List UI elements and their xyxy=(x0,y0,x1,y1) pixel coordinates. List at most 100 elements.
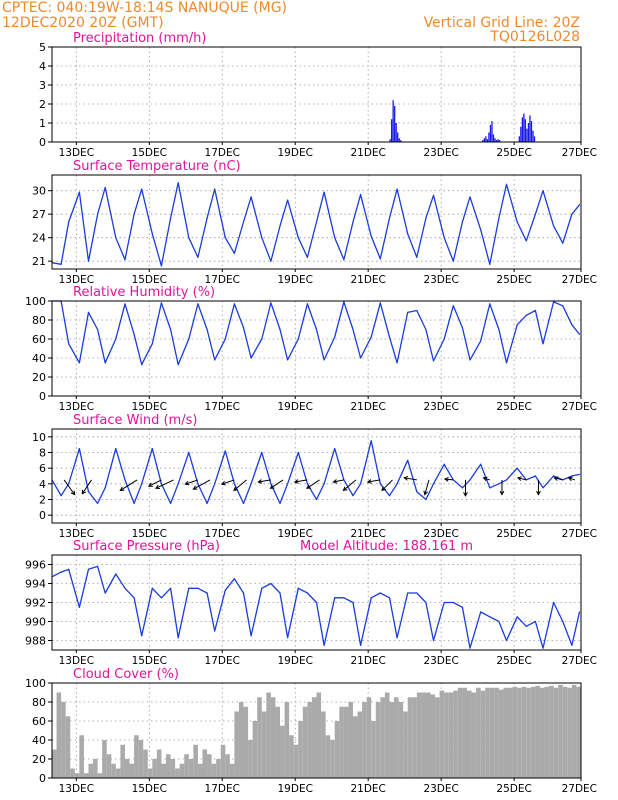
pressure-point xyxy=(388,597,391,599)
wind-point xyxy=(461,487,464,489)
cloud-bar xyxy=(330,740,335,778)
cloud-bar xyxy=(124,759,130,778)
wind-arrow-head xyxy=(293,479,299,484)
humidity-title: Relative Humidity (%) xyxy=(73,285,215,300)
cloud-bar xyxy=(485,687,490,778)
pressure-ytick-label: 988 xyxy=(25,635,46,648)
wind-point xyxy=(270,483,272,485)
wind-arrow-head xyxy=(81,489,87,495)
temperature-point xyxy=(379,258,381,260)
precipitation-bar xyxy=(486,139,489,142)
wind-point xyxy=(124,479,126,481)
wind-arrow-head xyxy=(269,484,275,489)
humidity-point xyxy=(370,336,372,338)
temperature-point xyxy=(396,188,398,190)
humidity-ytick-label: 60 xyxy=(32,333,46,346)
wind-arrow-head xyxy=(463,492,468,497)
wind-point xyxy=(359,483,362,485)
pressure-point xyxy=(224,589,226,591)
humidity-point xyxy=(242,327,245,329)
cloud-bar xyxy=(371,721,376,778)
temperature-xtick-label: 15DEC xyxy=(132,274,167,286)
humidity-point xyxy=(279,328,281,331)
wind-point xyxy=(87,491,90,493)
pressure-point xyxy=(489,616,491,618)
pressure-point xyxy=(78,606,80,608)
pressure-point xyxy=(124,587,126,589)
precipitation-ytick-label: 4 xyxy=(39,60,46,73)
cloud-xtick-label: 27DEC xyxy=(562,783,597,795)
pressure-point xyxy=(443,601,445,604)
wind-point xyxy=(323,483,325,485)
humidity-point xyxy=(525,314,527,316)
wind-arrow-head xyxy=(482,476,488,482)
precipitation-bar xyxy=(532,130,534,142)
humidity-point xyxy=(78,362,80,364)
humidity-point xyxy=(469,359,471,361)
wind-point xyxy=(287,483,289,485)
wind-point xyxy=(469,479,471,481)
humidity-point xyxy=(489,303,491,305)
pressure-point xyxy=(141,635,143,637)
temperature-point xyxy=(480,229,482,231)
cloud-bar xyxy=(526,687,531,778)
pressure-point xyxy=(287,637,289,639)
wind-arrow xyxy=(221,479,235,485)
humidity-point xyxy=(432,360,435,362)
humidity-point xyxy=(233,303,236,305)
pressure-point xyxy=(188,587,190,589)
humidity-xtick-label: 21DEC xyxy=(350,401,385,413)
pressure-ytick-label: 990 xyxy=(25,616,46,629)
pressure-point xyxy=(233,578,236,580)
temperature-point xyxy=(188,237,190,239)
temperature-point xyxy=(534,213,536,215)
pressure-xtick-label: 25DEC xyxy=(496,655,531,667)
cloud-bar xyxy=(166,754,171,778)
humidity-point xyxy=(534,309,536,312)
wind-arrow-head xyxy=(423,490,428,496)
temperature-point xyxy=(306,256,308,258)
humidity-point xyxy=(315,328,318,331)
temperature-point xyxy=(498,217,500,219)
cloud-bar xyxy=(334,721,340,778)
wind-point xyxy=(214,483,216,485)
wind-arrow-head xyxy=(184,480,190,486)
temperature-point xyxy=(270,260,272,262)
humidity-ytick-label: 0 xyxy=(39,390,46,403)
precipitation-xtick-label: 13DEC xyxy=(59,147,94,159)
cloud-ytick-label: 60 xyxy=(32,715,46,728)
temperature-point xyxy=(370,235,372,237)
precipitation-bar xyxy=(523,113,525,142)
pressure-point xyxy=(334,597,336,599)
precipitation-bar xyxy=(397,132,399,142)
temperature-point xyxy=(407,233,409,235)
temperature-point xyxy=(261,237,263,239)
wind-ytick-label: 8 xyxy=(39,447,46,460)
precipitation-bar xyxy=(398,138,400,142)
cloud-xtick-label: 17DEC xyxy=(205,783,240,795)
precipitation-bar xyxy=(489,124,492,142)
pressure-point xyxy=(562,620,564,623)
wind-point xyxy=(279,502,281,505)
pressure-point xyxy=(505,639,508,642)
pressure-point xyxy=(461,606,464,608)
wind-point xyxy=(306,483,308,485)
cloud-ytick-label: 80 xyxy=(32,696,46,709)
temperature-point xyxy=(525,240,527,242)
wind-point xyxy=(242,502,245,505)
cloud-bar xyxy=(147,768,153,778)
panel-pressure: Surface Pressure (hPa) Model Altitude: 18… xyxy=(25,539,597,667)
wind-point xyxy=(553,475,555,477)
temperature-point xyxy=(425,217,427,219)
cloud-bar xyxy=(439,690,445,778)
precipitation-title: Precipitation (mm/h) xyxy=(73,31,206,46)
pressure-point xyxy=(177,637,179,639)
temperature-point xyxy=(242,221,245,223)
precipitation-bar xyxy=(390,119,393,142)
wind-arrow xyxy=(63,479,76,495)
pressure-point xyxy=(250,635,252,637)
wind-ytick-label: 0 xyxy=(39,509,46,522)
cloud-bar xyxy=(307,702,312,778)
temperature-point xyxy=(416,256,418,258)
